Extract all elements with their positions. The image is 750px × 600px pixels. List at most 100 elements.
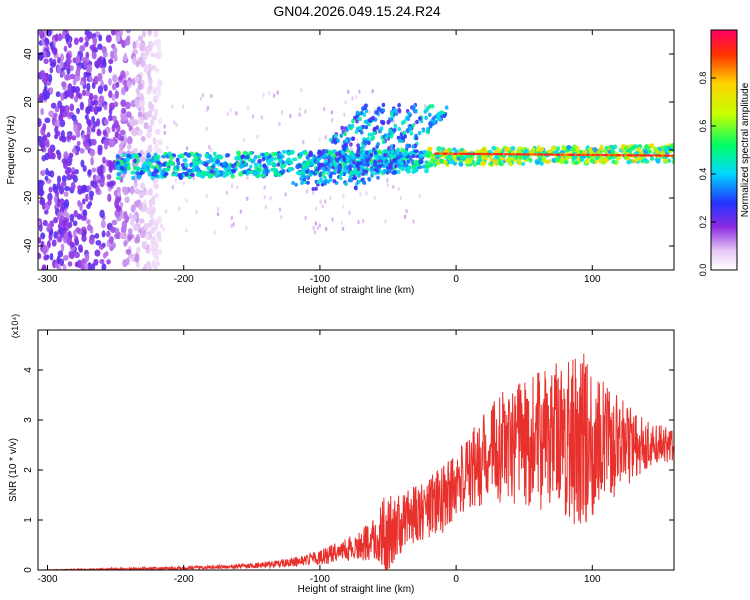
spectrogram-marks [38, 30, 674, 270]
spectrogram-cell [65, 52, 71, 61]
spectrogram-cell [166, 162, 170, 168]
spectrogram-cell [321, 204, 324, 209]
spectrogram-cell [393, 127, 397, 133]
spectrogram-cell [87, 224, 92, 232]
spectrogram-cell [138, 191, 145, 199]
spectrogram-cell [145, 260, 152, 269]
spectrogram-cell [281, 163, 287, 168]
spectrogram-cell [74, 169, 79, 175]
spectrogram-cell [367, 177, 371, 181]
spectrogram-cell [175, 157, 180, 163]
spectrogram-cell [361, 177, 365, 182]
spectrogram-cell [194, 155, 200, 161]
spectrogram-cell [369, 152, 374, 157]
spectrogram-cell [123, 240, 128, 246]
spectrogram-cell [59, 61, 64, 68]
spectrogram-cell [56, 175, 62, 184]
spectrogram-cell [119, 165, 125, 171]
spectrogram-cell [427, 104, 432, 109]
spectrogram-cell [169, 155, 175, 160]
spectrogram-cell [371, 89, 374, 94]
spectrogram-cell [338, 163, 342, 168]
spectrogram-cell [45, 254, 50, 260]
spectrogram-x-ticks: -300 -200 -100 0 100 [38, 30, 601, 285]
spectrogram-cell [122, 158, 127, 164]
spectrogram-cell [57, 100, 63, 109]
spectrogram-cell [370, 173, 374, 178]
spectrogram-cell [87, 262, 92, 270]
spectrogram-y-tick-label: -20 [23, 190, 34, 205]
spectrogram-cell [69, 213, 75, 223]
spectrogram-cell [316, 180, 321, 185]
spectrogram-cell [61, 110, 68, 118]
spectrogram-cell [397, 109, 402, 114]
spectrogram-cell [102, 129, 107, 136]
spectrogram-cell [439, 158, 444, 164]
spectrogram-cell [80, 215, 87, 221]
spectrogram-cell [53, 195, 58, 204]
spectrogram-cell [418, 159, 424, 165]
spectrogram-cell [103, 118, 109, 126]
spectrogram-cell [465, 158, 470, 162]
spectrogram-cell [426, 160, 431, 166]
spectrogram-cell [418, 116, 422, 121]
spectrogram-cell [79, 148, 85, 154]
spectrogram-cell [91, 51, 97, 60]
spectrogram-cell [561, 144, 566, 150]
spectrogram-y-ticks: -40 -20 0 20 40 [23, 48, 674, 253]
spectrogram-cell [281, 169, 286, 173]
spectrogram-cell [40, 107, 44, 116]
spectrogram-cell [108, 90, 113, 99]
spectrogram-cell [403, 134, 408, 139]
spectrogram-cell [329, 157, 334, 163]
spectrogram-cell [64, 168, 71, 175]
spectrogram-cell [60, 92, 65, 101]
spectrogram-cell [65, 74, 72, 81]
spectrogram-cell [355, 119, 359, 124]
spectrogram-cell [636, 146, 642, 152]
spectrogram-cell [570, 147, 576, 152]
spectrogram-cell [216, 212, 220, 217]
snr-y-multiplier: (x10⁴) [10, 314, 20, 338]
spectrogram-cell [83, 71, 88, 78]
spectrogram-cell [84, 253, 90, 262]
spectrogram-cell [151, 195, 156, 204]
spectrogram-cell [120, 99, 127, 107]
spectrogram-cell [397, 126, 402, 132]
spectrogram-cell [89, 44, 96, 51]
spectrogram-cell [348, 175, 353, 179]
spectrogram-cell [135, 171, 140, 176]
spectrogram-cell [324, 199, 327, 204]
spectrogram-cell [230, 174, 235, 179]
spectrogram-cell [142, 240, 148, 248]
spectrogram-cell [185, 228, 188, 233]
spectrogram-cell [155, 38, 161, 46]
spectrogram-cell [342, 193, 345, 199]
spectrogram-cell [295, 170, 302, 175]
spectrogram-cell [122, 170, 127, 174]
spectrogram-cell [607, 150, 612, 154]
spectrogram-cell [50, 102, 57, 109]
spectrogram-cell [236, 185, 239, 190]
spectrogram-cell [504, 147, 510, 152]
spectrogram-cell [116, 186, 121, 193]
spectrogram-cell [248, 151, 253, 156]
spectrogram-cell [206, 165, 211, 171]
spectrogram-cell [254, 165, 259, 170]
spectrogram-cell [79, 45, 86, 52]
spectrogram-cell [154, 128, 161, 136]
spectrogram-cell [84, 134, 91, 140]
spectrogram-cell [598, 147, 604, 152]
spectrogram-cell [276, 162, 281, 167]
spectrogram-cell [375, 156, 380, 161]
spectrogram-cell [408, 126, 412, 131]
spectrogram-cell [321, 148, 326, 154]
spectrogram-cell [216, 154, 223, 159]
spectrogram-cell [310, 161, 315, 167]
spectrogram-cell [609, 145, 614, 150]
spectrogram-cell [157, 78, 163, 87]
spectrogram-cell [362, 180, 367, 185]
spectrogram-cell [42, 93, 49, 100]
spectrogram-cell [102, 156, 106, 164]
spectrogram-cell [351, 96, 354, 101]
